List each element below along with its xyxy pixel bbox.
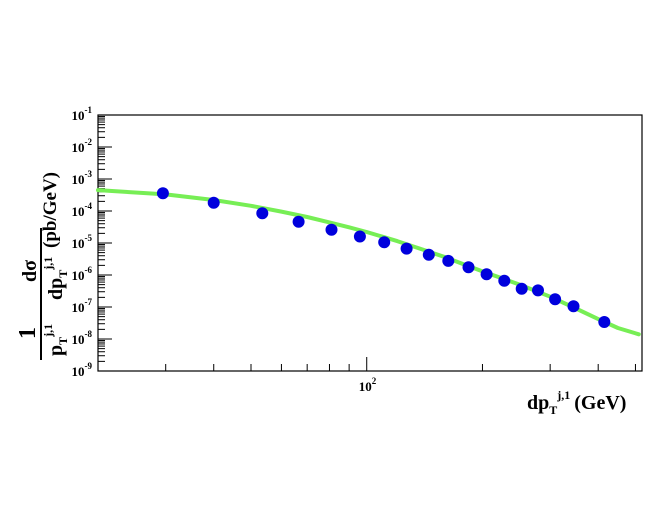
y-frac1-denominator: pTj,1: [41, 324, 70, 356]
plot-frame: [97, 114, 643, 372]
y-tick-label: 10-6: [72, 265, 93, 283]
y-tick-label: 10-5: [72, 233, 93, 251]
data-point: [292, 215, 305, 228]
x-axis-title: dpTj,1 (GeV): [527, 388, 626, 417]
data-point: [549, 293, 562, 306]
fit-curve: [96, 188, 641, 337]
axis-titles: dpTj,1 (GeV) (pb/GeV) dσ dpTj,1 1 pTj,1: [15, 172, 626, 417]
data-point: [353, 230, 366, 243]
data-point: [325, 223, 338, 236]
data-point: [498, 274, 511, 287]
data-point: [256, 207, 269, 220]
x-tick-labels: 102: [359, 376, 377, 394]
y-frac2-denominator: dpTj,1: [41, 257, 70, 300]
data-point: [532, 284, 544, 297]
data-point: [480, 268, 493, 281]
y-tick-label: 10-2: [72, 137, 93, 155]
data-point: [462, 261, 475, 274]
y-axis-title: (pb/GeV) dσ dpTj,1 1 pTj,1: [15, 172, 70, 360]
y-frac1-numerator: 1: [15, 327, 41, 339]
data-point: [598, 316, 611, 328]
y-tick-label: 10-7: [72, 297, 93, 315]
fit-curve-layer: [96, 188, 641, 337]
y-tick-label: 10-4: [72, 201, 93, 219]
data-points-layer: [156, 187, 611, 328]
data-point: [400, 242, 413, 255]
plot-frame-rect: [97, 114, 643, 372]
data-point: [422, 248, 435, 261]
data-point: [207, 196, 220, 209]
y-tick-label: 10-1: [72, 105, 93, 123]
data-point: [156, 187, 169, 200]
y-tick-label: 10-3: [72, 169, 93, 187]
x-tick-label: 102: [359, 376, 377, 394]
y-axis-unit: (pb/GeV): [40, 172, 61, 248]
axis-ticks: [97, 114, 636, 372]
y-tick-labels: 10-9 10-8 10-7 10-6 10-5 10-4 10-3 10-2 10-1: [72, 105, 93, 379]
data-point: [378, 236, 391, 249]
data-point: [515, 282, 528, 295]
data-point: [442, 254, 455, 267]
y-frac2-numerator: dσ: [19, 260, 41, 282]
data-point: [567, 300, 580, 313]
y-tick-label: 10-8: [72, 329, 93, 347]
y-tick-label: 10-9: [72, 361, 93, 379]
